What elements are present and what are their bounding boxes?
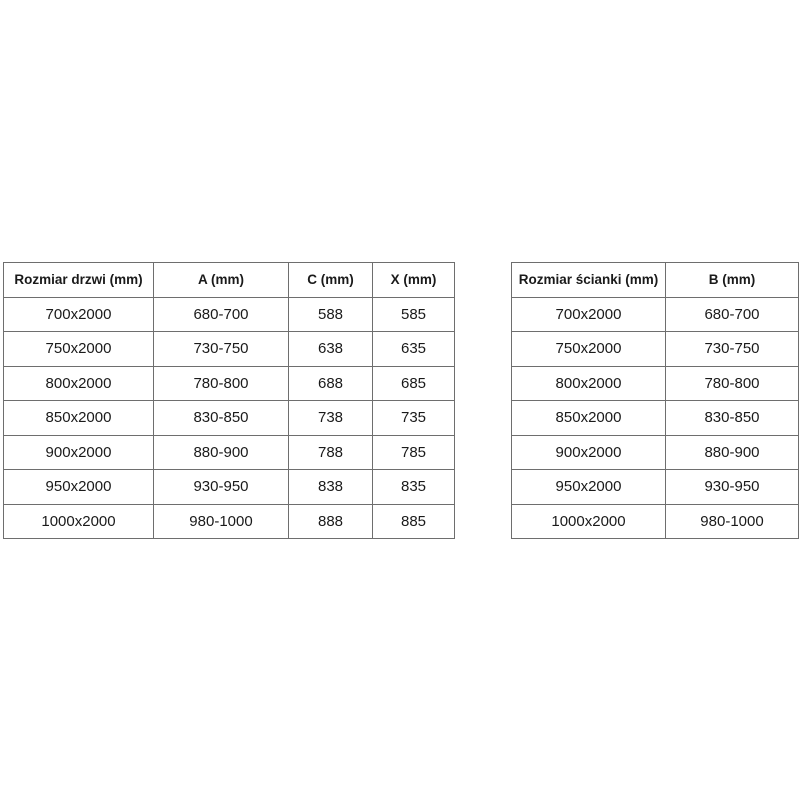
header-a: A (mm) (153, 262, 289, 298)
table-cell: 830-850 (153, 400, 289, 436)
table-cell: 980-1000 (665, 503, 799, 539)
table-row: 1000x2000 980-1000 888 885 (3, 503, 455, 539)
table-row: 950x2000 930-950 838 835 (3, 469, 455, 505)
table-row: 700x2000 680-700 588 585 (3, 296, 455, 332)
table-cell: 750x2000 (511, 331, 666, 367)
table-cell: 980-1000 (153, 503, 289, 539)
table-row: 900x2000 880-900 (511, 434, 799, 470)
table-cell: 750x2000 (3, 331, 154, 367)
table-cell: 588 (288, 296, 373, 332)
table-cell: 635 (372, 331, 455, 367)
header-b: B (mm) (665, 262, 799, 298)
table-row: 1000x2000 980-1000 (511, 503, 799, 539)
table-cell: 835 (372, 469, 455, 505)
table-row: 850x2000 830-850 738 735 (3, 400, 455, 436)
table-cell: 688 (288, 365, 373, 401)
table-row: 800x2000 780-800 688 685 (3, 365, 455, 401)
table-cell: 680-700 (153, 296, 289, 332)
table-header-row: Rozmiar ścianki (mm) B (mm) (511, 262, 799, 298)
table-cell: 830-850 (665, 400, 799, 436)
door-size-table: Rozmiar drzwi (mm) A (mm) C (mm) X (mm) … (3, 262, 455, 539)
header-x: X (mm) (372, 262, 455, 298)
table-cell: 780-800 (665, 365, 799, 401)
header-door-size: Rozmiar drzwi (mm) (3, 262, 154, 298)
table-row: 700x2000 680-700 (511, 296, 799, 332)
table-cell: 950x2000 (3, 469, 154, 505)
table-cell: 950x2000 (511, 469, 666, 505)
table-cell: 880-900 (153, 434, 289, 470)
table-cell: 735 (372, 400, 455, 436)
header-c: C (mm) (288, 262, 373, 298)
table-cell: 930-950 (153, 469, 289, 505)
table-cell: 888 (288, 503, 373, 539)
table-cell: 838 (288, 469, 373, 505)
table-row: 850x2000 830-850 (511, 400, 799, 436)
table-cell: 680-700 (665, 296, 799, 332)
table-cell: 730-750 (153, 331, 289, 367)
table-cell: 638 (288, 331, 373, 367)
wall-size-table: Rozmiar ścianki (mm) B (mm) 700x2000 680-… (511, 262, 799, 539)
table-cell: 738 (288, 400, 373, 436)
table-cell: 900x2000 (3, 434, 154, 470)
table-cell: 700x2000 (3, 296, 154, 332)
table-row: 950x2000 930-950 (511, 469, 799, 505)
table-row: 750x2000 730-750 638 635 (3, 331, 455, 367)
table-cell: 1000x2000 (3, 503, 154, 539)
table-cell: 885 (372, 503, 455, 539)
table-cell: 900x2000 (511, 434, 666, 470)
table-header-row: Rozmiar drzwi (mm) A (mm) C (mm) X (mm) (3, 262, 455, 298)
table-cell: 730-750 (665, 331, 799, 367)
table-row: 900x2000 880-900 788 785 (3, 434, 455, 470)
table-cell: 930-950 (665, 469, 799, 505)
table-row: 750x2000 730-750 (511, 331, 799, 367)
table-cell: 585 (372, 296, 455, 332)
table-cell: 785 (372, 434, 455, 470)
table-cell: 800x2000 (3, 365, 154, 401)
header-wall-size: Rozmiar ścianki (mm) (511, 262, 666, 298)
table-cell: 1000x2000 (511, 503, 666, 539)
table-cell: 850x2000 (511, 400, 666, 436)
table-cell: 850x2000 (3, 400, 154, 436)
table-cell: 788 (288, 434, 373, 470)
table-cell: 800x2000 (511, 365, 666, 401)
table-cell: 685 (372, 365, 455, 401)
table-cell: 700x2000 (511, 296, 666, 332)
table-cell: 880-900 (665, 434, 799, 470)
table-row: 800x2000 780-800 (511, 365, 799, 401)
table-cell: 780-800 (153, 365, 289, 401)
